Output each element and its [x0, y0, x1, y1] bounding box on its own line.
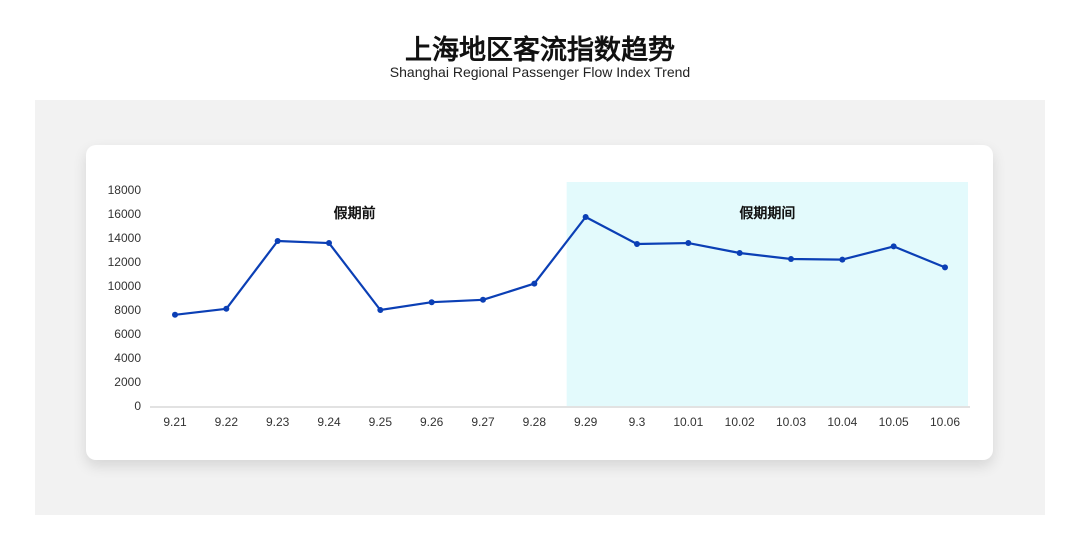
y-tick-label: 10000	[108, 279, 142, 293]
data-point	[428, 299, 435, 306]
region-annotation: 假期前	[334, 205, 376, 222]
data-point	[788, 256, 794, 262]
x-tick-label: 9.25	[369, 415, 393, 429]
data-point	[172, 311, 178, 318]
data-point	[326, 240, 332, 247]
x-tick-label: 9.21	[163, 415, 187, 429]
page-subtitle: Shanghai Regional Passenger Flow Index T…	[389, 64, 691, 80]
x-tick-label: 10.06	[930, 415, 960, 429]
y-tick-label: 2000	[114, 375, 141, 389]
region-annotation: 假期期间	[739, 205, 795, 222]
y-tick-label: 6000	[114, 327, 141, 341]
x-tick-label: 9.29	[574, 415, 598, 429]
x-tick-label: 9.28	[523, 415, 547, 429]
page-title: 上海地区客流指数趋势	[405, 35, 675, 66]
y-tick-label: 0	[134, 399, 141, 413]
x-tick-label: 9.3	[629, 415, 646, 429]
data-point	[736, 250, 743, 256]
x-tick-label: 10.02	[725, 415, 755, 429]
x-tick-label: 9.22	[215, 415, 239, 429]
data-point	[839, 256, 846, 263]
y-tick-label: 16000	[108, 207, 142, 221]
series-line	[174, 215, 946, 316]
x-tick-label: 10.03	[776, 415, 806, 429]
x-tick-label: 9.26	[420, 415, 444, 429]
y-tick-label: 4000	[114, 351, 141, 365]
data-point	[480, 296, 486, 303]
y-tick-label: 8000	[114, 303, 141, 317]
data-point	[223, 305, 230, 312]
x-tick-label: 10.05	[879, 415, 909, 429]
data-point	[634, 241, 640, 247]
data-point	[274, 238, 281, 244]
data-point	[890, 243, 897, 250]
data-point	[582, 214, 589, 220]
y-tick-label: 14000	[108, 231, 142, 245]
x-tick-label: 10.04	[827, 415, 857, 429]
y-tick-label: 12000	[108, 255, 142, 269]
x-tick-label: 10.01	[673, 415, 703, 429]
holiday-shaded-region	[566, 182, 968, 406]
data-point	[377, 307, 384, 313]
data-point	[685, 240, 692, 247]
x-tick-label: 9.23	[266, 415, 290, 429]
data-point	[531, 280, 538, 287]
x-tick-label: 9.24	[317, 415, 341, 429]
y-tick-label: 18000	[108, 183, 142, 197]
x-tick-label: 9.27	[471, 415, 495, 429]
data-point	[942, 264, 948, 271]
